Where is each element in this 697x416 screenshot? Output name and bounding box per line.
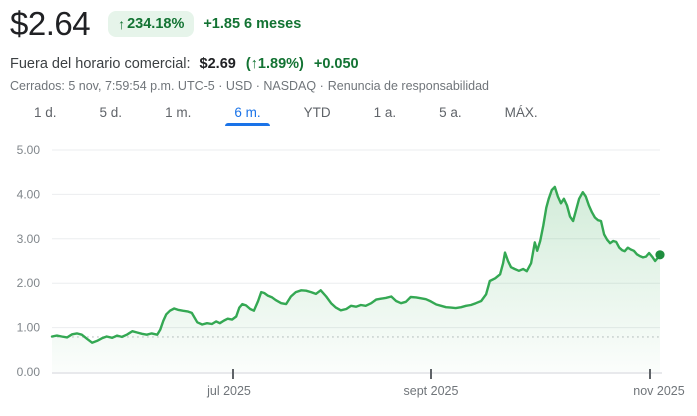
up-arrow-icon: ↑	[118, 16, 126, 32]
x-axis-label: sept 2025	[404, 384, 459, 398]
range-tab-5d[interactable]: 5 d.	[94, 104, 129, 126]
after-hours-price: $2.69	[199, 56, 236, 72]
range-tab-1d[interactable]: 1 d.	[28, 104, 63, 126]
change-period: 6 meses	[244, 16, 302, 32]
change-percent-badge: ↑ 234.18%	[108, 11, 195, 37]
range-tabs: 1 d. 5 d. 1 m. 6 m. YTD 1 a. 5 a. MÁX.	[28, 104, 544, 126]
after-hours-percent: (↑1.89%)	[245, 56, 304, 72]
y-axis-label: 5.00	[17, 143, 41, 157]
range-tab-1m[interactable]: 1 m.	[159, 104, 197, 126]
disclaimer-link[interactable]: Renuncia de responsabilidad	[327, 79, 489, 93]
range-tab-1a[interactable]: 1 a.	[368, 104, 403, 126]
range-tab-max[interactable]: MÁX.	[499, 104, 544, 126]
current-price: $2.64	[10, 5, 91, 42]
range-tab-6m[interactable]: 6 m.	[225, 104, 270, 126]
range-tab-ytd[interactable]: YTD	[298, 104, 337, 126]
after-hours-row: Fuera del horario comercial: $2.69 (↑1.8…	[10, 56, 359, 72]
price-chart[interactable]: 0.00 1.00 2.00 3.00 4.00 5.00 jul 2025 sept 202…	[0, 140, 697, 416]
range-tab-5a[interactable]: 5 a.	[433, 104, 468, 126]
y-axis-label: 4.00	[17, 187, 41, 201]
price-row: $2.64 ↑ 234.18% +1.85 6 meses	[10, 5, 301, 43]
market-status-text: Cerrados: 5 nov, 7:59:54 p.m. UTC-5 · US…	[10, 79, 324, 93]
y-axis-label: 0.00	[17, 365, 41, 379]
price-line	[50, 185, 662, 344]
market-status-row: Cerrados: 5 nov, 7:59:54 p.m. UTC-5 · US…	[10, 79, 489, 93]
change-percent-value: 234.18%	[127, 16, 185, 32]
change-amount: +1.85	[203, 16, 241, 32]
x-axis-label: jul 2025	[206, 384, 251, 398]
price-area-fill	[52, 186, 660, 372]
last-price-dot	[655, 250, 665, 260]
after-hours-change: +0.050	[313, 56, 359, 72]
y-axis-label: 1.00	[17, 321, 41, 335]
y-axis-label: 2.00	[17, 276, 41, 290]
x-axis-label: nov 2025	[633, 384, 684, 398]
after-hours-label: Fuera del horario comercial:	[10, 56, 191, 72]
y-axis-label: 3.00	[17, 232, 41, 246]
absolute-change: +1.85 6 meses	[203, 16, 301, 32]
